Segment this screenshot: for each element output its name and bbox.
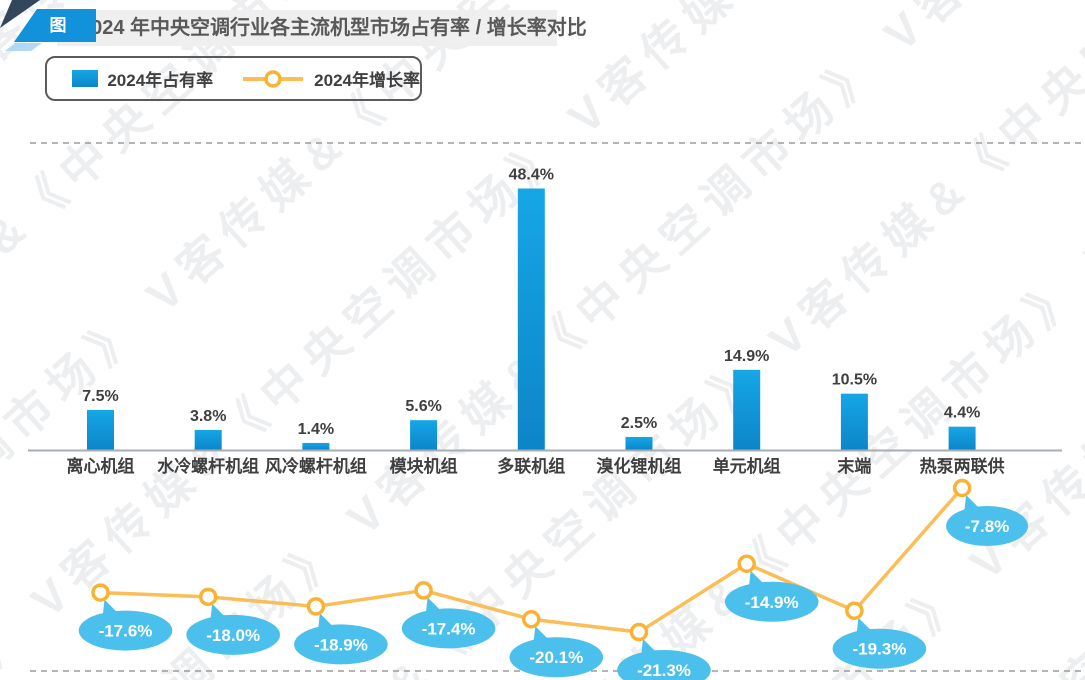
bar-value-label: 3.8% <box>190 408 226 425</box>
growth-value-label: -20.1% <box>529 648 583 667</box>
bar-value-label: 1.4% <box>298 421 334 438</box>
bar-水冷螺杆机组 <box>194 429 222 451</box>
bar-value-label: 4.4% <box>944 405 980 422</box>
bar-末端 <box>840 393 868 451</box>
growth-series-label: 2024年增长率 <box>314 71 420 90</box>
growth-value-label: -17.6% <box>99 622 153 641</box>
category-label: 多联机组 <box>497 456 565 476</box>
legend: 2024年占有率 2024年增长率 <box>45 56 422 101</box>
bar-value-label: 14.9% <box>724 348 769 365</box>
growth-bubble <box>724 581 819 622</box>
badge-corner-triangle <box>0 0 40 28</box>
bar-热泵两联供 <box>948 426 976 451</box>
line-marker <box>629 622 649 642</box>
line-marker-icon <box>243 69 304 88</box>
category-label: 模块机组 <box>390 456 458 476</box>
bar-单元机组 <box>733 369 761 451</box>
growth-bubble <box>401 608 496 649</box>
line-marker <box>414 581 433 600</box>
bar-value-label: 7.5% <box>82 388 118 405</box>
bar-离心机组 <box>87 409 114 451</box>
category-label: 离心机组 <box>67 456 135 476</box>
category-label: 水冷螺杆机组 <box>157 456 259 476</box>
bar-模块机组 <box>410 420 438 451</box>
line-marker <box>952 478 972 498</box>
category-label: 溴化锂机组 <box>597 456 682 476</box>
bar-value-label: 10.5% <box>832 372 877 389</box>
line-marker <box>845 601 864 620</box>
growth-bubble <box>186 614 280 655</box>
line-marker <box>306 597 326 616</box>
growth-value-label: -18.0% <box>206 626 260 645</box>
bar-value-label: 5.6% <box>405 398 441 415</box>
line-marker <box>737 554 756 574</box>
figure-badge <box>0 0 96 51</box>
growth-value-label: -17.4% <box>422 619 476 638</box>
bar-多联机组 <box>517 188 545 451</box>
line-marker <box>91 583 110 602</box>
growth-bubble <box>509 637 604 678</box>
growth-value-label: -7.8% <box>965 517 1009 536</box>
growth-bubble <box>617 650 711 680</box>
growth-value-label: -18.9% <box>314 635 368 654</box>
bar-value-label: 2.5% <box>621 415 657 432</box>
category-label: 风冷螺杆机组 <box>265 456 367 476</box>
growth-bubble <box>946 506 1029 546</box>
title-strip <box>57 10 557 46</box>
growth-bubble <box>78 610 173 651</box>
bar-溴化锂机组 <box>625 436 653 451</box>
share-series-label: 2024年占有率 <box>107 71 214 90</box>
line-marker <box>198 587 218 607</box>
bar-value-label: 48.4% <box>509 167 554 184</box>
badge-label: 图 <box>49 16 67 35</box>
category-label: 末端 <box>837 456 871 476</box>
growth-value-label: -21.3% <box>637 661 691 680</box>
growth-bubble <box>294 624 388 665</box>
growth-value-label: -14.9% <box>745 593 799 612</box>
growth-series-marker <box>241 69 305 89</box>
line-marker <box>522 609 541 629</box>
growth-value-label: -19.3% <box>852 640 906 659</box>
category-label: 热泵两联供 <box>920 456 1005 476</box>
category-label: 单元机组 <box>713 456 781 476</box>
page-title: 2024 年中央空调行业各主流机型市场占有率 / 增长率对比 <box>80 17 587 39</box>
badge-parallelogram <box>14 9 96 42</box>
share-series-swatch <box>72 70 99 87</box>
bar-风冷螺杆机组 <box>302 442 330 451</box>
badge-shadow-parallelogram <box>5 43 42 51</box>
growth-bubble <box>832 628 927 669</box>
